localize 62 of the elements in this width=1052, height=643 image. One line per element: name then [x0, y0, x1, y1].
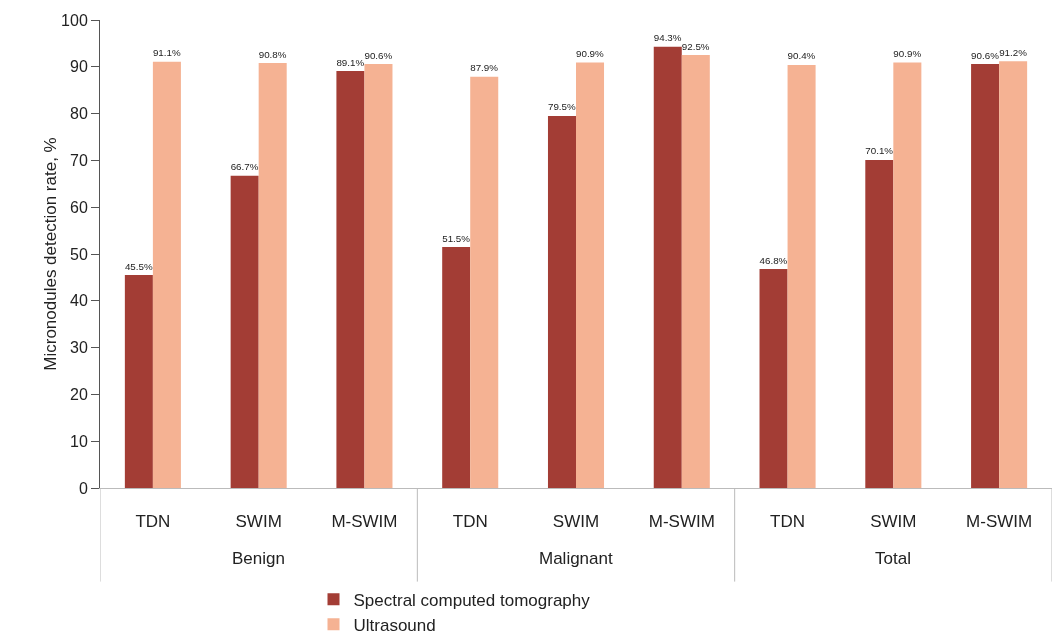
data-label: 91.2% [999, 46, 1028, 58]
y-tick-label: 10 [70, 432, 88, 450]
x-tick-label: M-SWIM [966, 512, 1033, 532]
bar [893, 62, 922, 488]
x-tick-label: TDN [135, 512, 171, 532]
x-tick-label: SWIM [235, 512, 282, 532]
x-tick-label: SWIM [552, 512, 600, 532]
y-tick-label: 40 [70, 292, 88, 310]
x-tick-label: M-SWIM [648, 512, 715, 532]
data-label: 46.8% [759, 254, 788, 266]
bar [336, 71, 365, 488]
bar [653, 46, 682, 488]
text: Benign [232, 549, 285, 568]
y-tick-label: 70 [70, 152, 88, 169]
bar [124, 275, 153, 488]
data-label: 90.8% [258, 48, 287, 60]
y-tick-label: 90 [70, 58, 88, 76]
data-label: 87.9% [470, 62, 499, 74]
data-label: 66.7% [230, 161, 259, 173]
text: Total [875, 549, 911, 568]
bar [152, 61, 181, 488]
y-tick-label: 0 [78, 479, 88, 497]
data-label: 92.5% [681, 40, 710, 52]
text: Malignant [539, 549, 613, 568]
bar [470, 76, 499, 488]
data-label: 90.9% [576, 48, 605, 60]
data-label: 94.3% [653, 32, 682, 44]
bar [576, 62, 605, 488]
bar [971, 63, 1000, 488]
bar [547, 115, 576, 488]
data-label: 90.9% [893, 48, 922, 60]
legend-label: Spectral computed tomography [353, 590, 591, 610]
x-tick-label: TDN [770, 512, 806, 532]
bar [681, 55, 710, 488]
x-tick-label: M-SWIM [331, 512, 398, 532]
data-label: 70.1% [865, 145, 894, 157]
y-tick-label: 60 [70, 198, 88, 216]
bar [787, 64, 816, 488]
data-label: 90.6% [971, 49, 1000, 61]
y-tick-label: 50 [70, 245, 88, 263]
data-label: 89.1% [336, 56, 365, 68]
bar [442, 246, 471, 488]
y-tick-label: 100 [61, 11, 88, 29]
x-tick-label: SWIM [870, 512, 917, 532]
data-label: 90.6% [364, 49, 393, 61]
data-label: 45.5% [124, 260, 153, 272]
y-axis-title: Micronodules detection rate, % [41, 137, 60, 371]
x-tick-label: TDN [452, 512, 488, 532]
data-label: 51.5% [442, 232, 471, 244]
y-tick-label: 30 [70, 339, 88, 357]
data-label: 90.4% [787, 50, 816, 62]
data-label: 79.5% [547, 101, 577, 113]
bar [230, 175, 259, 488]
bar [258, 63, 287, 488]
y-tick-label: 20 [70, 386, 88, 403]
bar [759, 268, 788, 488]
legend-label: Ultrasound [353, 615, 436, 635]
bar [865, 159, 894, 488]
data-label: 91.1% [152, 47, 181, 59]
y-tick-label: 80 [70, 105, 88, 123]
bar [364, 63, 393, 488]
bar [999, 61, 1028, 488]
